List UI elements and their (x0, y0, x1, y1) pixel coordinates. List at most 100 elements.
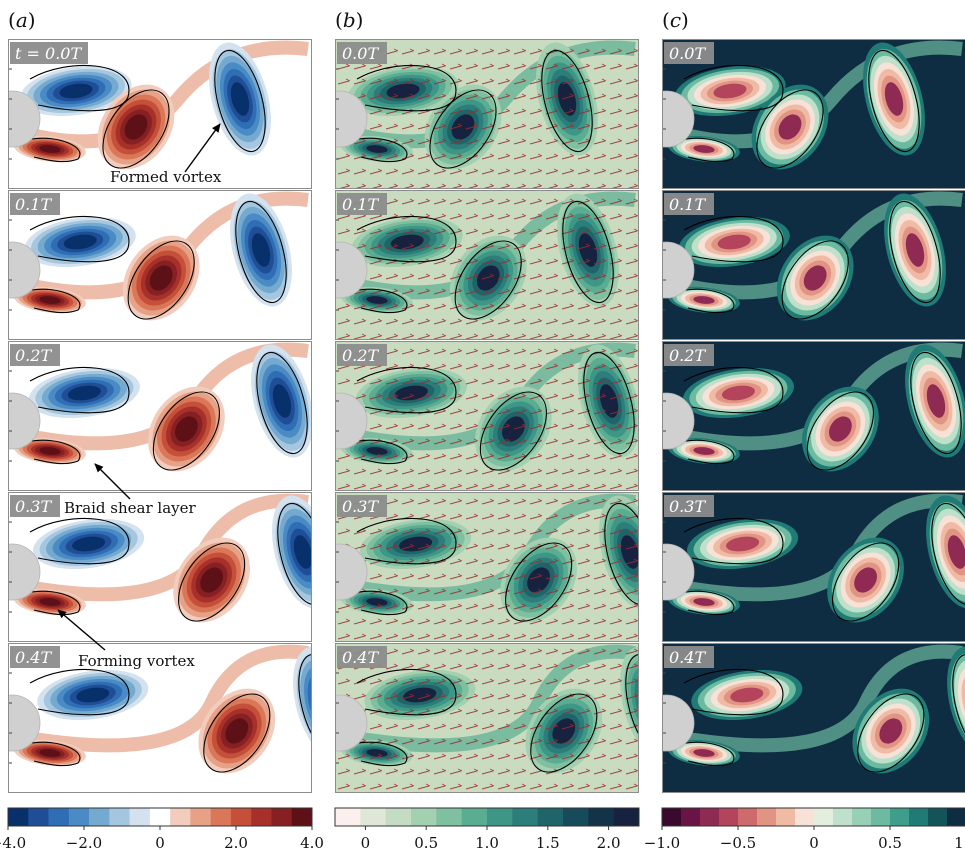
colorbar-swatch (588, 808, 614, 826)
lower-vortex-level-6 (854, 567, 877, 593)
contour-line (868, 49, 920, 153)
time-label: 0.3T (342, 497, 379, 516)
shear-layer-level-6 (693, 145, 715, 153)
panel-border (8, 190, 312, 340)
lower-vortex-level-6 (778, 114, 802, 140)
colorbar-swatch (28, 808, 49, 826)
contour-line (562, 200, 614, 304)
colorbar-tick-label: 2.0 (597, 834, 621, 852)
colorbar-swatch (776, 808, 796, 826)
colorbar-swatch (852, 808, 872, 826)
colorbar-swatch (563, 808, 589, 826)
colorbar-swatch (170, 808, 191, 826)
braid-streak (680, 644, 964, 753)
downstream-vortex-level-6 (947, 535, 965, 569)
colorbar-swatch (48, 808, 70, 826)
contour-line (479, 391, 547, 471)
contour-line (454, 240, 522, 320)
contour-line (127, 240, 195, 320)
time-label-box (337, 42, 387, 64)
time-label-box (10, 495, 60, 517)
cylinder (335, 392, 368, 450)
upper-vortex-level-6 (721, 385, 755, 401)
upper-vortex-level-6 (59, 83, 93, 99)
upper-vortex-level-6 (713, 83, 747, 99)
column-a-label: (a) (8, 8, 36, 32)
time-label-box (664, 495, 714, 517)
time-label: 0.1T (342, 195, 379, 214)
shear-layer-level-6 (39, 447, 61, 455)
panel-border (662, 39, 965, 189)
annotation-arrow (57, 609, 106, 651)
contour-line (358, 137, 408, 163)
column-b-label: (b) (335, 8, 364, 32)
column-c-label: (c) (662, 8, 689, 32)
colorbar-swatch (681, 808, 701, 826)
panel-border (335, 341, 639, 491)
annotation-label: Braid shear layer (64, 499, 197, 517)
time-label-box (337, 344, 387, 366)
contour-line (235, 200, 287, 304)
contour-line (530, 693, 598, 773)
contour-line (356, 215, 457, 263)
shear-layer-level-6 (693, 296, 715, 304)
contour-line (806, 391, 874, 471)
contour-line (29, 517, 130, 565)
downstream-vortex-level-6 (884, 82, 904, 116)
colorbar-tick-label: 4.0 (300, 834, 324, 852)
colorbar-swatch (738, 808, 758, 826)
contour-line (277, 502, 312, 606)
contour-line (356, 64, 457, 112)
time-label: 0.0T (342, 44, 379, 63)
time-label: 0.2T (669, 346, 706, 365)
shear-layer-level-6 (39, 296, 61, 304)
panel-1-0: 0.0T (335, 39, 639, 189)
colorbar-swatch (291, 808, 313, 826)
colorbar-swatch (947, 808, 965, 826)
colorbar-swatch (537, 808, 564, 826)
cylinder (8, 694, 41, 752)
time-label-box (664, 42, 714, 64)
contour-line (29, 215, 130, 263)
time-label: 0.4T (342, 648, 379, 667)
time-label-box (337, 495, 387, 517)
braid-streak (26, 644, 310, 753)
downstream-vortex-level-6 (272, 384, 292, 418)
contour-line (910, 351, 962, 455)
lower-vortex-level-6 (829, 416, 852, 442)
colorbar-swatch (68, 808, 90, 826)
contour-line (685, 590, 735, 616)
contour-line (29, 668, 130, 716)
contour-line (356, 668, 457, 716)
cylinder (8, 543, 41, 601)
cylinder (335, 90, 368, 148)
time-label: 0.4T (15, 648, 52, 667)
time-label-box (10, 646, 60, 668)
colorbar-swatch (461, 808, 488, 826)
panel-2-1: 0.1T (662, 190, 965, 340)
time-label-box (664, 193, 714, 215)
contour-line (683, 215, 784, 263)
colorbar-tick-label: 0 (361, 834, 371, 852)
colorbar-tick-label: −2.0 (66, 834, 102, 852)
upper-vortex-level-6 (717, 234, 751, 250)
contour-line (541, 49, 593, 153)
contour-line (358, 439, 408, 465)
annotation-label: Formed vortex (110, 168, 222, 186)
cylinder (8, 90, 41, 148)
panel-border (335, 190, 639, 340)
colorbar-swatch (890, 808, 910, 826)
colorbar-swatch (700, 808, 720, 826)
colorbar-swatch (871, 808, 891, 826)
braid-streak (26, 40, 309, 149)
braid-streak (680, 40, 963, 149)
time-label-box (10, 42, 88, 64)
colorbar-swatch (385, 808, 412, 826)
panel-border (662, 341, 965, 491)
contour-line (683, 366, 784, 414)
downstream-vortex-level-6 (230, 82, 250, 116)
downstream-vortex-level-6 (251, 233, 271, 267)
panel-0-3: 0.3T (8, 492, 312, 642)
time-label: 0.4T (669, 648, 706, 667)
